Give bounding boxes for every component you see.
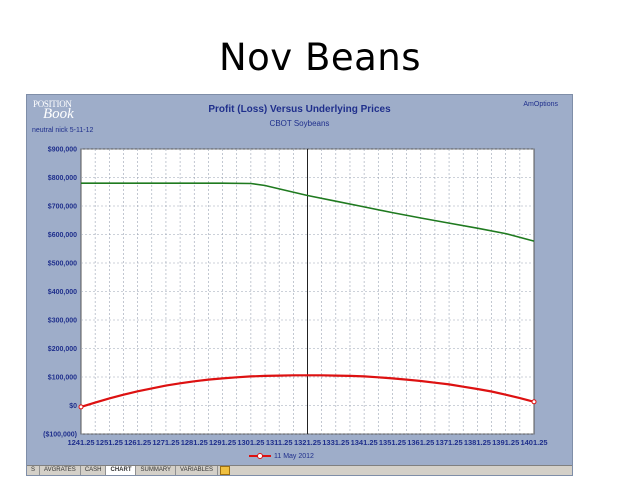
logo-text-bottom: Book: [43, 106, 74, 122]
y-tick-label: $0: [69, 403, 77, 410]
x-tick-label: 1391.25: [492, 438, 519, 447]
positionbook-logo: POSITION Book: [33, 99, 81, 127]
series-endpoint-marker: [531, 399, 537, 405]
chart-legend: 11 May 2012: [249, 450, 314, 462]
x-tick-label: 1261.25: [124, 438, 151, 447]
legend-swatch-red-line: [249, 451, 271, 461]
x-tick-label: 1331.25: [322, 438, 349, 447]
y-tick-label: $500,000: [48, 261, 77, 268]
x-tick-label: 1301.25: [237, 438, 264, 447]
tab-summary[interactable]: SUMMARY: [136, 466, 177, 475]
tab-chart[interactable]: CHART: [106, 466, 137, 475]
x-tick-label: 1321.25: [294, 438, 321, 447]
x-tick-label: 1351.25: [379, 438, 406, 447]
tab-avgrates[interactable]: AVGRATES: [40, 466, 81, 475]
y-tick-label: $700,000: [48, 204, 77, 211]
y-tick-label: $300,000: [48, 318, 77, 325]
chart-subtitle: CBOT Soybeans: [269, 119, 330, 128]
x-tick-label: 1401.25: [520, 438, 547, 447]
series-endpoint-marker: [78, 404, 84, 410]
sheet-tabs: S AVGRATES CASH CHART SUMMARY VARIABLES: [27, 465, 572, 475]
tab-variables[interactable]: VARIABLES: [176, 466, 218, 475]
y-tick-label: $100,000: [48, 375, 77, 382]
x-tick-label: 1361.25: [407, 438, 434, 447]
y-tick-label: $800,000: [48, 175, 77, 182]
profit-loss-chart: ($100,000) $0 $100,000 $200,000 $300,000 $400…: [43, 147, 547, 448]
tab-cash[interactable]: CASH: [80, 466, 107, 475]
tab-s[interactable]: S: [27, 466, 41, 475]
x-tick-label: 1311.25: [266, 438, 293, 447]
x-tick-label: 1281.25: [181, 438, 208, 447]
scenario-label: neutral nick 5-11-12: [32, 127, 94, 134]
series-line-red: [80, 374, 535, 408]
chart-title: Profit (Loss) Versus Underlying Prices: [208, 104, 391, 115]
legend-label: 11 May 2012: [274, 452, 314, 460]
y-tick-label: $600,000: [48, 232, 77, 239]
sheet-insert-icon[interactable]: [219, 466, 230, 475]
logo-text-top: POSITION: [33, 99, 72, 109]
x-tick-label: 1241.25: [67, 438, 94, 447]
slide-title: Nov Beans: [218, 36, 422, 79]
x-tick-label: 1381.25: [464, 438, 491, 447]
y-tick-label: ($100,000): [43, 432, 77, 439]
brand-label: AmOptions: [523, 101, 558, 108]
positionbook-window: POSITION Book Profit (Loss) Versus Under…: [26, 94, 573, 476]
x-tick-label: 1371.25: [436, 438, 463, 447]
x-tick-label: 1271.25: [152, 438, 179, 447]
y-tick-label: $200,000: [48, 346, 77, 353]
series-line-green: [81, 182, 535, 242]
y-tick-label: $900,000: [48, 147, 77, 154]
x-tick-label: 1291.25: [209, 438, 236, 447]
x-tick-label: 1341.25: [351, 438, 378, 447]
x-tick-label: 1251.25: [96, 438, 123, 447]
y-tick-label: $400,000: [48, 289, 77, 296]
